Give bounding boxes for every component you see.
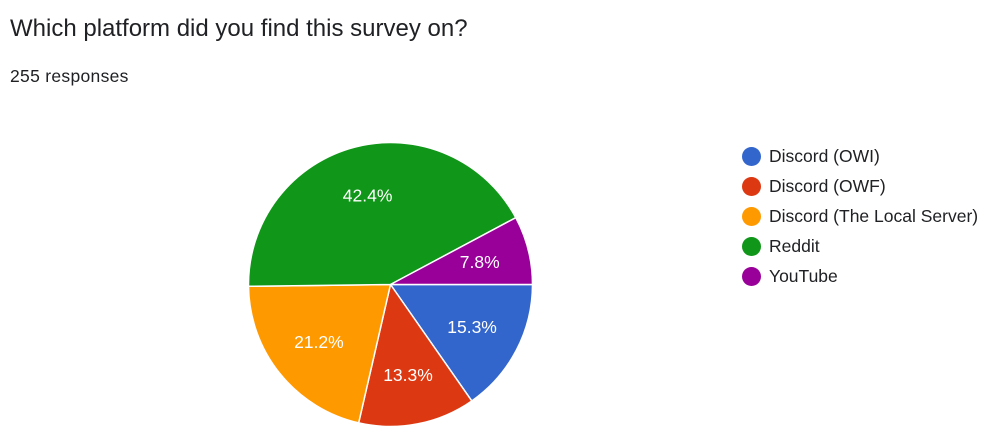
- legend-swatch-icon: [742, 176, 761, 196]
- legend-item[interactable]: Discord (OWF): [742, 171, 978, 201]
- legend-swatch-icon: [742, 266, 761, 286]
- question-title: Which platform did you find this survey …: [10, 15, 468, 42]
- legend-swatch-icon: [742, 206, 761, 226]
- legend-label: Discord (OWF): [769, 175, 886, 196]
- slice-label: 21.2%: [294, 332, 344, 352]
- slice-label: 13.3%: [383, 365, 433, 385]
- legend-swatch-icon: [742, 146, 761, 166]
- pie-slice[interactable]: [389, 283, 534, 402]
- pie-slice[interactable]: [389, 216, 534, 286]
- legend-label: YouTube: [769, 265, 838, 286]
- slice-label: 15.3%: [447, 317, 497, 337]
- pie-slice[interactable]: [247, 141, 517, 288]
- legend-label: Discord (The Local Server): [769, 205, 979, 226]
- legend-swatch-icon: [742, 236, 761, 256]
- legend-label: Reddit: [769, 235, 820, 256]
- legend-item[interactable]: YouTube: [742, 261, 978, 291]
- legend-label: Discord (OWI): [769, 145, 880, 166]
- legend-item[interactable]: Discord (The Local Server): [742, 201, 978, 231]
- pie-slice[interactable]: [247, 283, 392, 424]
- legend: Discord (OWI) Discord (OWF) Discord (The…: [742, 141, 978, 291]
- slice-label: 42.4%: [343, 185, 393, 205]
- legend-item[interactable]: Reddit: [742, 231, 978, 261]
- legend-item[interactable]: Discord (OWI): [742, 141, 978, 171]
- pie-slice[interactable]: [357, 283, 473, 428]
- response-count: 255 responses: [10, 66, 129, 86]
- slice-label: 7.8%: [460, 252, 500, 272]
